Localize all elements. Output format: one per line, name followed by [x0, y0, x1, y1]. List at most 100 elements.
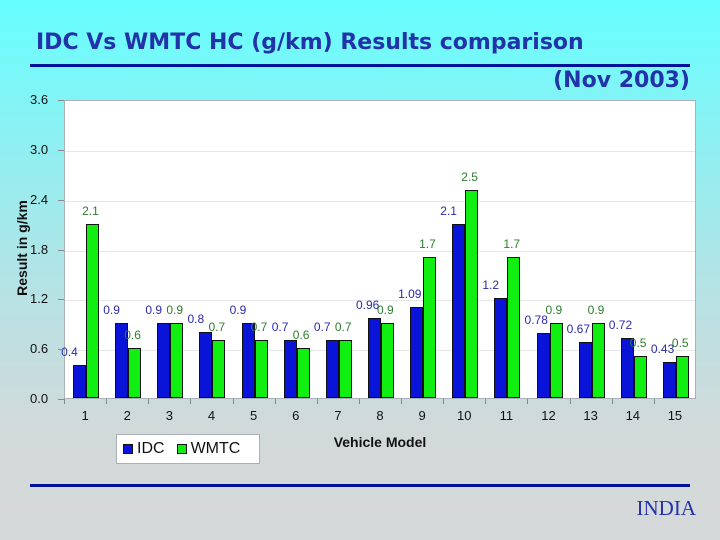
bar-wmtc-15 [675, 356, 689, 398]
bar-wmtc-2 [128, 348, 142, 398]
bar-wmtc-8 [381, 323, 394, 398]
data-label-wmtc-12: 0.9 [545, 303, 563, 318]
y-tick-mark [58, 149, 64, 151]
x-tick-mark [148, 399, 150, 404]
x-tick-mark [443, 399, 445, 404]
bar-wmtc-5 [254, 339, 268, 398]
footer-text: INDIA [636, 496, 696, 520]
legend-label-wmtc: WMTC [190, 440, 241, 457]
x-tick-mark [64, 399, 65, 404]
x-tick-label: 1 [81, 408, 89, 423]
bar-wmtc-7 [338, 339, 352, 398]
bar-wmtc-4 [212, 339, 226, 398]
x-tick-label: 11 [499, 408, 514, 423]
data-label-wmtc-1: 2.1 [82, 203, 99, 218]
data-label-wmtc-11: 1.7 [503, 236, 521, 251]
bar-idc-3 [157, 323, 171, 398]
x-tick-mark [485, 399, 487, 404]
y-tick-label: 0.0 [30, 391, 49, 406]
bar-wmtc-10 [465, 190, 479, 398]
slide-title: IDC Vs WMTC HC (g/km) Results comparison [36, 30, 584, 55]
bar-idc-12 [536, 333, 550, 398]
data-label-wmtc-9: 1.7 [419, 236, 436, 251]
x-tick-label: 8 [376, 408, 384, 423]
gridline [65, 200, 695, 202]
bar-wmtc-11 [507, 256, 521, 398]
x-tick-mark [190, 399, 192, 404]
y-tick-mark [58, 349, 64, 351]
y-tick-label: 1.8 [30, 241, 49, 257]
data-label-idc-11: 1.2 [482, 278, 500, 293]
x-tick-mark [611, 399, 613, 404]
bar-idc-1 [73, 364, 87, 398]
bar-idc-8 [368, 318, 381, 398]
x-tick-mark [316, 399, 318, 404]
plot-area: 0.4 2.1 0.9 0.6 0.9 0.9 0.8 0.7 0.9 0.7 0.7 0.6 0.7 0… [61, 100, 696, 399]
data-label-wmtc-10: 2.5 [461, 170, 478, 185]
y-tick-mark [58, 249, 64, 251]
data-label-idc-4: 0.8 [187, 311, 205, 326]
legend-swatch-wmtc [176, 444, 187, 454]
x-tick-label: 9 [418, 408, 426, 423]
data-label-idc-6: 0.7 [271, 319, 289, 334]
x-tick-label: 3 [165, 408, 173, 423]
bar-idc-13 [578, 342, 592, 398]
x-axis-label: Vehicle Model [333, 434, 427, 450]
slide-subtitle: (Nov 2003) [553, 68, 690, 93]
y-tick-label: 3.0 [30, 141, 49, 157]
title-rule [30, 64, 690, 67]
bar-idc-9 [410, 307, 424, 398]
bar-idc-11 [494, 298, 508, 398]
data-label-idc-1: 0.4 [61, 344, 78, 359]
y-tick-label: 2.4 [30, 191, 49, 207]
x-tick-mark [653, 399, 655, 404]
x-tick-label: 14 [625, 408, 641, 423]
y-tick-mark [58, 100, 64, 101]
y-axis-label: Result in g/km [14, 200, 30, 296]
y-tick-mark [58, 399, 64, 400]
x-tick-label: 6 [292, 408, 300, 423]
y-tick-mark [58, 199, 64, 201]
data-label-idc-13: 0.67 [566, 322, 591, 337]
bar-idc-6 [283, 339, 297, 398]
data-label-idc-7: 0.7 [313, 319, 331, 334]
data-label-wmtc-7: 0.7 [334, 319, 352, 334]
x-tick-mark [569, 399, 571, 404]
y-tick-label: 0.6 [30, 341, 49, 357]
data-label-idc-3: 0.9 [145, 303, 163, 318]
data-label-idc-12: 0.78 [524, 313, 548, 328]
data-label-wmtc-15: 0.5 [671, 336, 689, 351]
x-tick-mark [232, 399, 234, 404]
data-label-idc-8: 0.96 [356, 298, 380, 313]
bar-wmtc-13 [591, 323, 605, 398]
data-label-wmtc-8: 0.9 [377, 303, 394, 318]
y-tick-label: 3.6 [30, 92, 49, 107]
bar-idc-4 [199, 331, 213, 398]
x-tick-mark [358, 399, 360, 404]
data-label-wmtc-6: 0.6 [292, 328, 310, 343]
x-tick-mark [527, 399, 529, 404]
x-tick-label: 4 [207, 408, 216, 423]
data-label-idc-15: 0.43 [650, 342, 675, 357]
data-label-idc-10: 2.1 [440, 203, 457, 218]
bar-wmtc-12 [549, 323, 563, 398]
x-tick-label: 13 [583, 408, 598, 423]
x-tick-label: 5 [249, 408, 258, 423]
y-tick-label: 1.2 [30, 291, 49, 307]
bar-wmtc-3 [170, 323, 184, 398]
bar-idc-2 [115, 323, 129, 398]
data-label-wmtc-3: 0.9 [166, 303, 184, 318]
data-label-wmtc-14: 0.5 [629, 336, 647, 351]
gridline [65, 150, 695, 152]
legend-swatch-idc [123, 444, 133, 454]
footer-rule [30, 484, 690, 487]
y-tick-mark [58, 299, 64, 301]
bar-wmtc-9 [423, 256, 437, 398]
x-tick-label: 2 [123, 408, 131, 423]
data-label-wmtc-4: 0.7 [208, 319, 226, 334]
x-tick-mark [401, 399, 403, 404]
data-label-idc-9: 1.09 [398, 287, 422, 302]
gridline [65, 250, 695, 252]
bar-idc-7 [325, 339, 339, 398]
legend-label-idc: IDC [137, 440, 165, 457]
